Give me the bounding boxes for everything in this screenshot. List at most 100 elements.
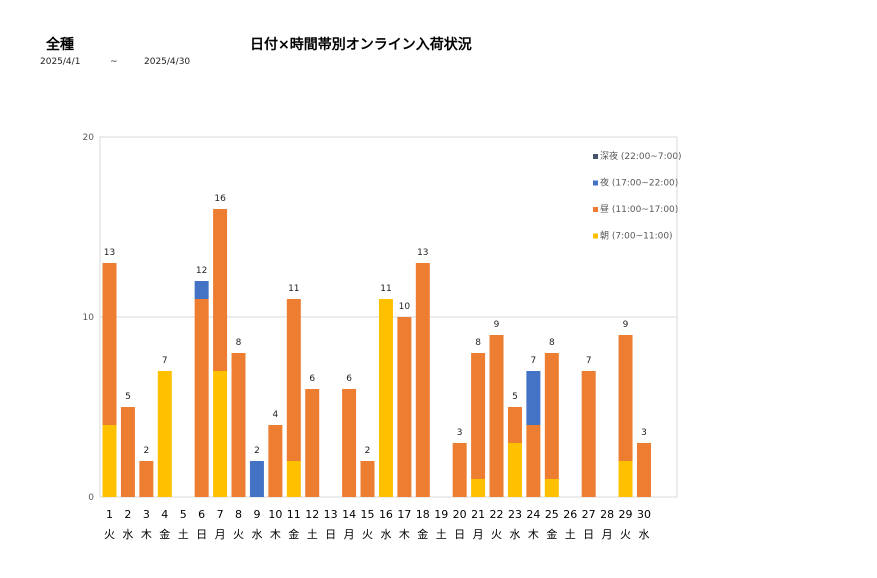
x-weekday-label: 月 [344,528,355,541]
x-tick-label: 29 [619,508,633,521]
data-label: 6 [346,374,352,384]
bar-segment [249,461,264,497]
x-weekday-label: 月 [602,528,613,541]
bar-segment [342,389,357,497]
legend-label: 夜 (17:00~22:00) [600,177,678,189]
x-tick-label: 19 [434,508,448,521]
bar-segment [618,461,633,497]
x-weekday-label: 土 [565,528,576,541]
x-weekday-label: 金 [159,527,170,541]
x-tick-label: 4 [161,508,168,521]
x-weekday-label: 日 [583,528,594,541]
bar-segment [194,299,209,497]
legend-label: 深夜 (22:00~7:00) [600,150,682,162]
data-label: 13 [417,248,428,258]
x-weekday-label: 日 [325,528,336,541]
y-tick-label: 0 [88,493,94,503]
x-weekday-label: 水 [509,528,520,541]
x-tick-label: 8 [235,508,242,521]
legend-swatch [593,180,598,186]
x-tick-label: 11 [287,508,301,521]
data-label: 5 [512,392,518,402]
x-tick-label: 28 [600,508,614,521]
x-tick-label: 17 [397,508,411,521]
bar-segment [194,281,209,299]
bar-segment [213,209,228,371]
y-tick-label: 10 [83,313,95,323]
data-label: 4 [273,410,279,420]
x-weekday-label: 水 [251,528,262,541]
x-weekday-label: 金 [417,527,428,541]
bar-segment [397,317,412,497]
range-end-date: 2025/4/30 [144,57,191,67]
x-tick-label: 21 [471,508,485,521]
bar-segment [507,443,522,497]
legend-swatch [593,154,598,159]
x-weekday-label: 木 [399,528,410,541]
data-label: 16 [214,194,226,204]
bar-segment [526,371,541,425]
bar-segment [452,443,467,497]
x-tick-label: 27 [582,508,596,521]
y-tick-label: 20 [83,133,95,143]
x-tick-label: 5 [180,508,187,521]
bar-segment [489,335,504,497]
bar-segment [268,425,283,497]
data-label: 9 [494,320,500,330]
x-tick-label: 30 [637,508,651,521]
legend-label: 朝 (7:00~11:00) [600,231,673,242]
x-weekday-label: 土 [178,528,189,541]
x-tick-label: 12 [305,508,319,521]
bar-segment [231,353,246,497]
x-weekday-label: 水 [122,528,133,541]
x-weekday-label: 火 [362,528,373,541]
x-tick-label: 16 [379,508,393,521]
data-label: 11 [380,284,391,294]
x-tick-label: 9 [253,508,260,521]
data-label: 7 [162,356,168,366]
x-tick-label: 1 [106,508,113,521]
x-tick-label: 23 [508,508,522,521]
bar-segment [507,407,522,443]
x-tick-label: 25 [545,508,559,521]
x-weekday-label: 土 [436,528,447,541]
bar-segment [213,371,228,497]
data-label: 6 [309,374,315,384]
x-weekday-label: 木 [141,528,152,541]
x-tick-label: 3 [143,508,150,521]
data-label: 8 [236,338,242,348]
x-weekday-label: 水 [380,528,391,541]
x-weekday-label: 火 [233,528,244,541]
legend-label: 昼 (11:00~17:00) [600,204,678,215]
bar-segment [360,461,375,497]
x-tick-label: 10 [268,508,282,521]
x-weekday-label: 日 [454,528,465,541]
legend-swatch [593,207,598,212]
x-weekday-label: 土 [307,528,318,541]
bar-segment [102,263,117,425]
bar-segment [526,425,541,497]
x-weekday-label: 金 [288,527,299,541]
x-weekday-label: 木 [528,528,539,541]
bar-segment [544,353,559,479]
data-label: 9 [623,320,629,330]
data-label: 2 [143,446,149,456]
bar-segment [286,461,301,497]
data-label: 12 [196,266,207,276]
bar-segment [378,299,393,497]
data-label: 8 [475,338,481,348]
data-label: 8 [549,338,555,348]
x-weekday-label: 月 [473,528,484,541]
x-tick-label: 2 [124,508,131,521]
data-label: 7 [531,356,537,366]
x-tick-label: 14 [342,508,356,521]
x-tick-label: 15 [361,508,375,521]
range-separator: ~ [110,57,118,67]
data-label: 3 [641,428,647,438]
data-label: 3 [457,428,463,438]
x-weekday-label: 火 [620,528,631,541]
bar-segment [618,335,633,461]
range-start-date: 2025/4/1 [40,57,81,67]
bar-segment [581,371,596,497]
